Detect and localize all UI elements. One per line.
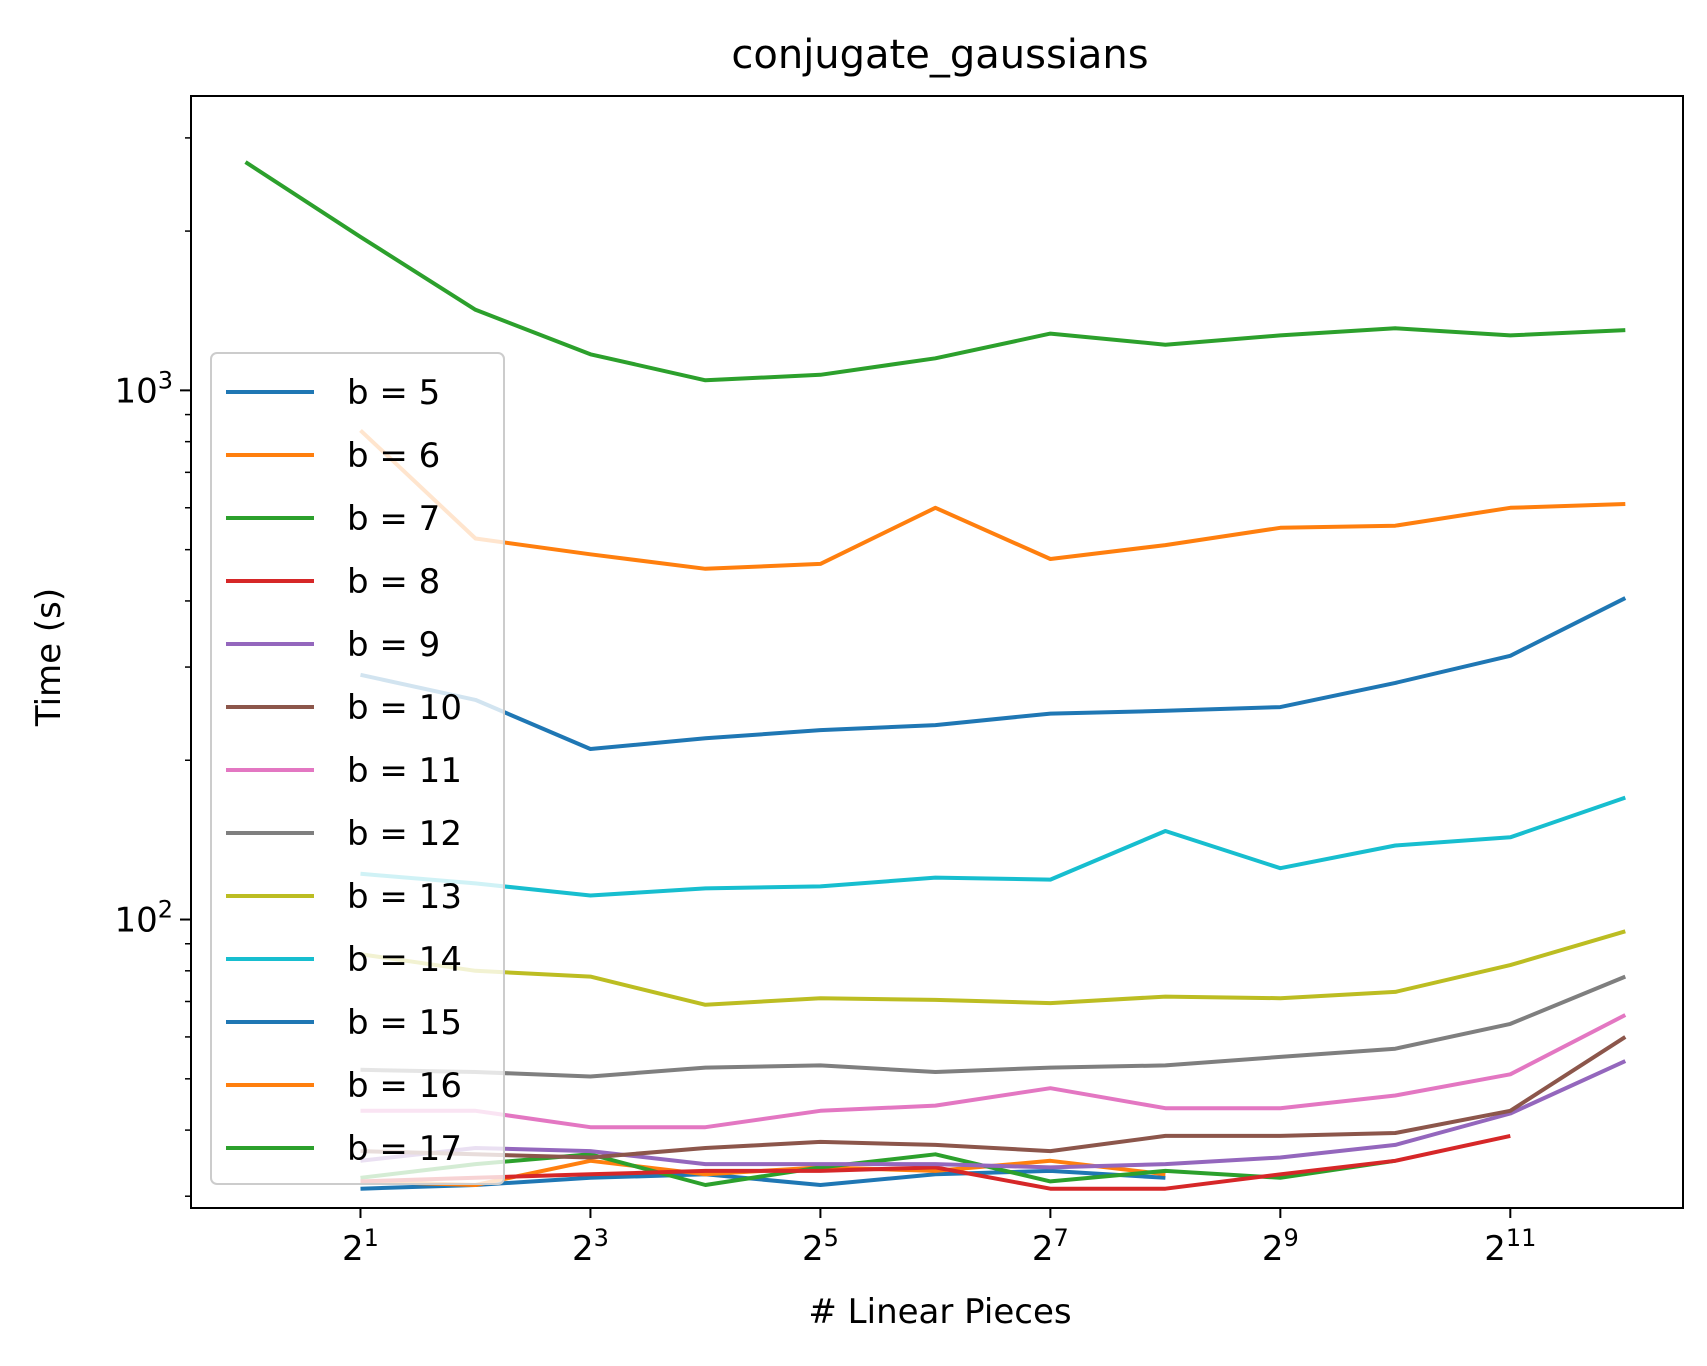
y-axis-label: Time (s) bbox=[29, 588, 69, 727]
x-tick-label: 23 bbox=[572, 1224, 609, 1269]
legend-label: b = 6 bbox=[347, 436, 440, 476]
legend-label: b = 11 bbox=[347, 751, 462, 791]
legend-label: b = 14 bbox=[347, 940, 462, 980]
chart-title: conjugate_gaussians bbox=[731, 32, 1148, 78]
series-line-5 bbox=[360, 1059, 1627, 1170]
axes: 21 23 25 27 29 211 102 103 bbox=[114, 95, 1684, 1269]
legend-label: b = 15 bbox=[347, 1003, 462, 1043]
legend-label: b = 8 bbox=[347, 562, 440, 602]
series-line-3 bbox=[360, 1152, 1396, 1187]
legend: b = 5 b = 6 b = 7 b = 8 b = 9 b = 10 b = 11 b =… bbox=[210, 352, 505, 1185]
x-axis-label: # Linear Pieces bbox=[808, 1292, 1071, 1332]
series-line-9 bbox=[360, 929, 1626, 1007]
series-line-6 bbox=[360, 1035, 1627, 1160]
x-tick-label: 25 bbox=[802, 1224, 839, 1269]
legend-label: b = 12 bbox=[347, 814, 462, 854]
legend-label: b = 7 bbox=[347, 499, 440, 539]
x-tick-label: 29 bbox=[1262, 1224, 1299, 1269]
series-line-10 bbox=[360, 795, 1626, 898]
series-line-13 bbox=[244, 160, 1626, 383]
y-tick-label: 103 bbox=[114, 366, 173, 411]
series-line-7 bbox=[360, 1013, 1627, 1130]
legend-label: b = 16 bbox=[347, 1066, 462, 1106]
legend-label: b = 13 bbox=[347, 877, 462, 917]
x-tick-label: 211 bbox=[1484, 1224, 1536, 1269]
series-line-12 bbox=[359, 428, 1626, 571]
y-tick-label: 102 bbox=[114, 896, 173, 941]
x-tick-label: 27 bbox=[1032, 1224, 1069, 1269]
legend-label: b = 5 bbox=[347, 373, 440, 413]
plot-frame bbox=[190, 95, 1684, 1209]
legend-label: b = 17 bbox=[347, 1129, 462, 1169]
legend-box bbox=[210, 352, 505, 1185]
series-lines bbox=[244, 160, 1627, 1191]
series-line-4 bbox=[360, 1133, 1511, 1191]
series-line-8 bbox=[360, 974, 1627, 1079]
series-line-11 bbox=[360, 596, 1627, 751]
legend-label: b = 10 bbox=[347, 688, 462, 728]
x-tick-label: 21 bbox=[342, 1224, 379, 1269]
legend-label: b = 9 bbox=[347, 625, 440, 665]
